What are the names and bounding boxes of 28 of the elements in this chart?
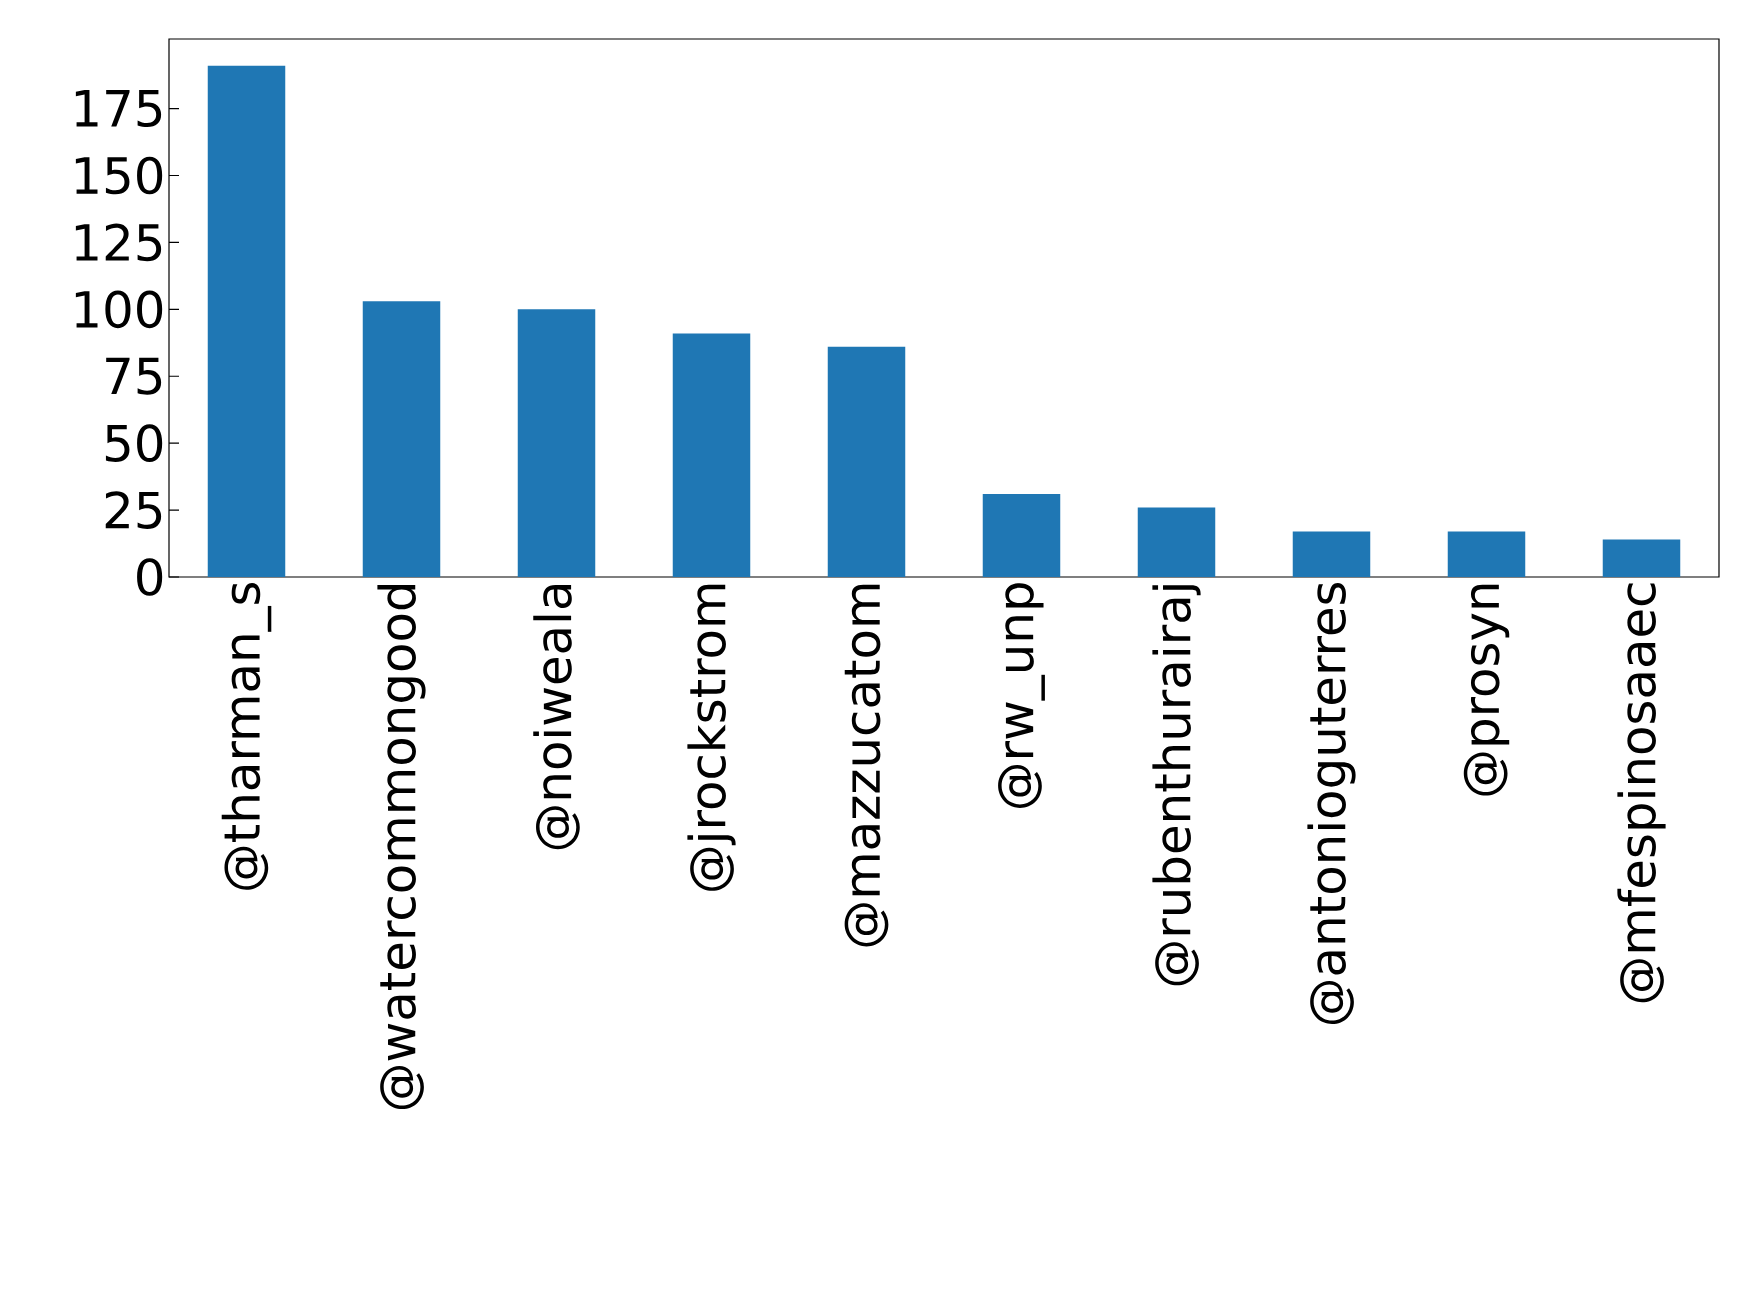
x-tick-label: @noiweala (533, 585, 580, 850)
x-tick-label: @tharman_s (221, 582, 272, 890)
x-tick-label: @prosyn (1463, 584, 1510, 796)
bar (1602, 539, 1681, 577)
bar (362, 301, 441, 577)
bar (1137, 507, 1216, 577)
bar (827, 346, 906, 577)
y-tick-label: 175 (75, 90, 162, 128)
x-tick-label: @mazzucatom (844, 584, 889, 947)
bar (982, 494, 1061, 577)
bar (672, 333, 751, 577)
y-tick-label: 0 (137, 558, 163, 596)
y-tick-label: 25 (105, 491, 162, 529)
x-tick-label: @mfespinosaaec (1617, 583, 1666, 1003)
x-tick-label: @rubenthurairaj (1152, 585, 1201, 986)
y-tick-label: 50 (105, 424, 163, 462)
x-tick-label: @jrockstrom (687, 584, 736, 891)
bar (1292, 531, 1371, 577)
bar (517, 309, 596, 577)
x-tick-label: @antonioguterres (1307, 582, 1356, 1024)
x-tick-label: @watercommongood (377, 584, 426, 1110)
y-tick-label: 100 (75, 290, 163, 329)
bar (1447, 531, 1526, 577)
y-tick-label: 150 (75, 156, 163, 195)
y-tick-label: 125 (75, 223, 162, 262)
bar (207, 65, 286, 577)
y-tick-label: 75 (106, 357, 162, 395)
x-tick-label: @rw_unp (998, 583, 1045, 808)
